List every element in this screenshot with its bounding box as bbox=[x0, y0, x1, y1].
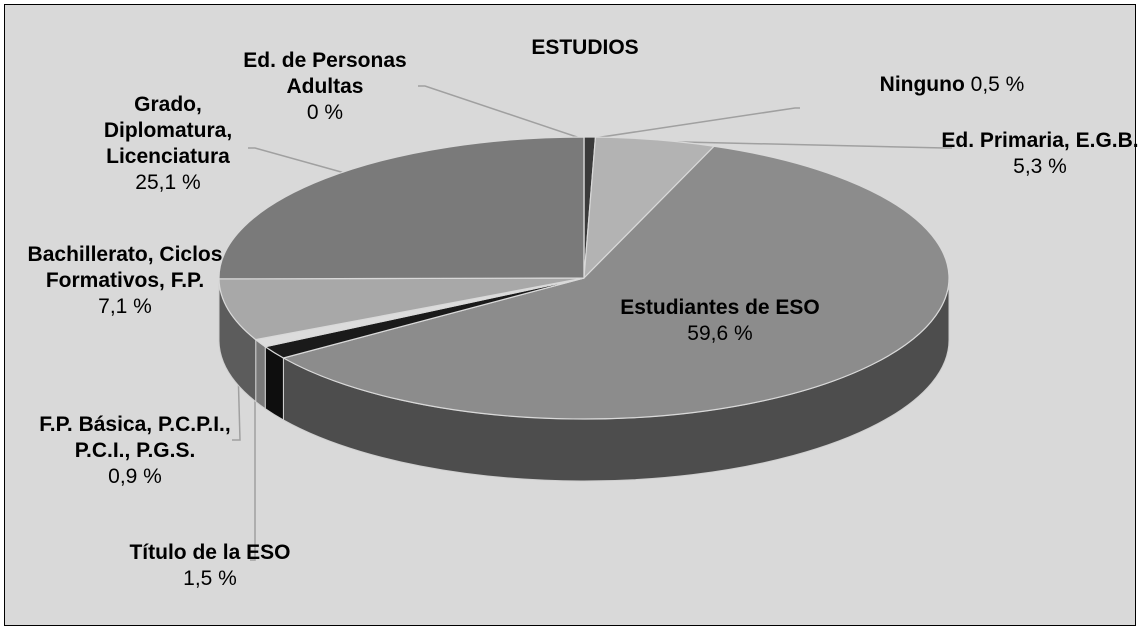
slice-side bbox=[264, 345, 284, 421]
category-name: F.P. Básica, P.C.P.I., P.C.I., P.G.S. bbox=[39, 413, 231, 462]
value-label: 25,1 % bbox=[135, 171, 201, 194]
slice-label: Estudiantes de ESO 59,6 % bbox=[610, 295, 830, 347]
slice-label: Ed. Primaria, E.G.B. 5,3 % bbox=[930, 128, 1142, 180]
leader-line bbox=[418, 85, 584, 140]
value-label: 7,1 % bbox=[98, 295, 152, 318]
slice-label: Ninguno 0,5 % bbox=[802, 72, 1102, 98]
slice bbox=[218, 277, 585, 341]
slice-label: Título de la ESO 1,5 % bbox=[90, 540, 330, 592]
leader-line bbox=[250, 392, 256, 561]
slice-label: F.P. Básica, P.C.P.I., P.C.I., P.G.S. 0,9… bbox=[35, 412, 235, 490]
pie bbox=[218, 136, 950, 482]
value-label: 59,6 % bbox=[687, 322, 753, 345]
leader-line bbox=[232, 367, 241, 441]
category-name: Grado, Diplomatura, Licenciatura bbox=[103, 93, 233, 168]
category-name: Ed. Primaria, E.G.B. bbox=[941, 129, 1139, 152]
slice-label: Grado, Diplomatura, Licenciatura 25,1 % bbox=[73, 92, 263, 196]
slice-side bbox=[255, 338, 266, 410]
leader-line bbox=[639, 140, 952, 149]
category-name: Ed. de Personas Adultas bbox=[243, 49, 407, 98]
value-label: 1,5 % bbox=[183, 567, 237, 590]
slice-label: Bachillerato, Ciclos Formativos, F.P. 7,1… bbox=[10, 242, 240, 320]
slice bbox=[218, 136, 585, 280]
category-name: Bachillerato, Ciclos Formativos, F.P. bbox=[27, 243, 223, 292]
leader-lines bbox=[232, 85, 952, 561]
value-label: 0 % bbox=[306, 101, 344, 124]
leader-line bbox=[587, 107, 800, 140]
slice bbox=[281, 145, 950, 420]
value-label: 5,3 % bbox=[1013, 155, 1067, 178]
value-label: 0,9 % bbox=[108, 465, 162, 488]
leader-line bbox=[248, 147, 353, 176]
value-label: 0,5 % bbox=[970, 73, 1025, 96]
category-name: Título de la ESO bbox=[129, 541, 291, 564]
category-name: Ninguno bbox=[879, 73, 965, 96]
slice-label: Ed. de Personas Adultas 0 % bbox=[210, 48, 440, 126]
chart-title: ESTUDIOS bbox=[531, 36, 639, 59]
category-name: Estudiantes de ESO bbox=[620, 296, 820, 319]
